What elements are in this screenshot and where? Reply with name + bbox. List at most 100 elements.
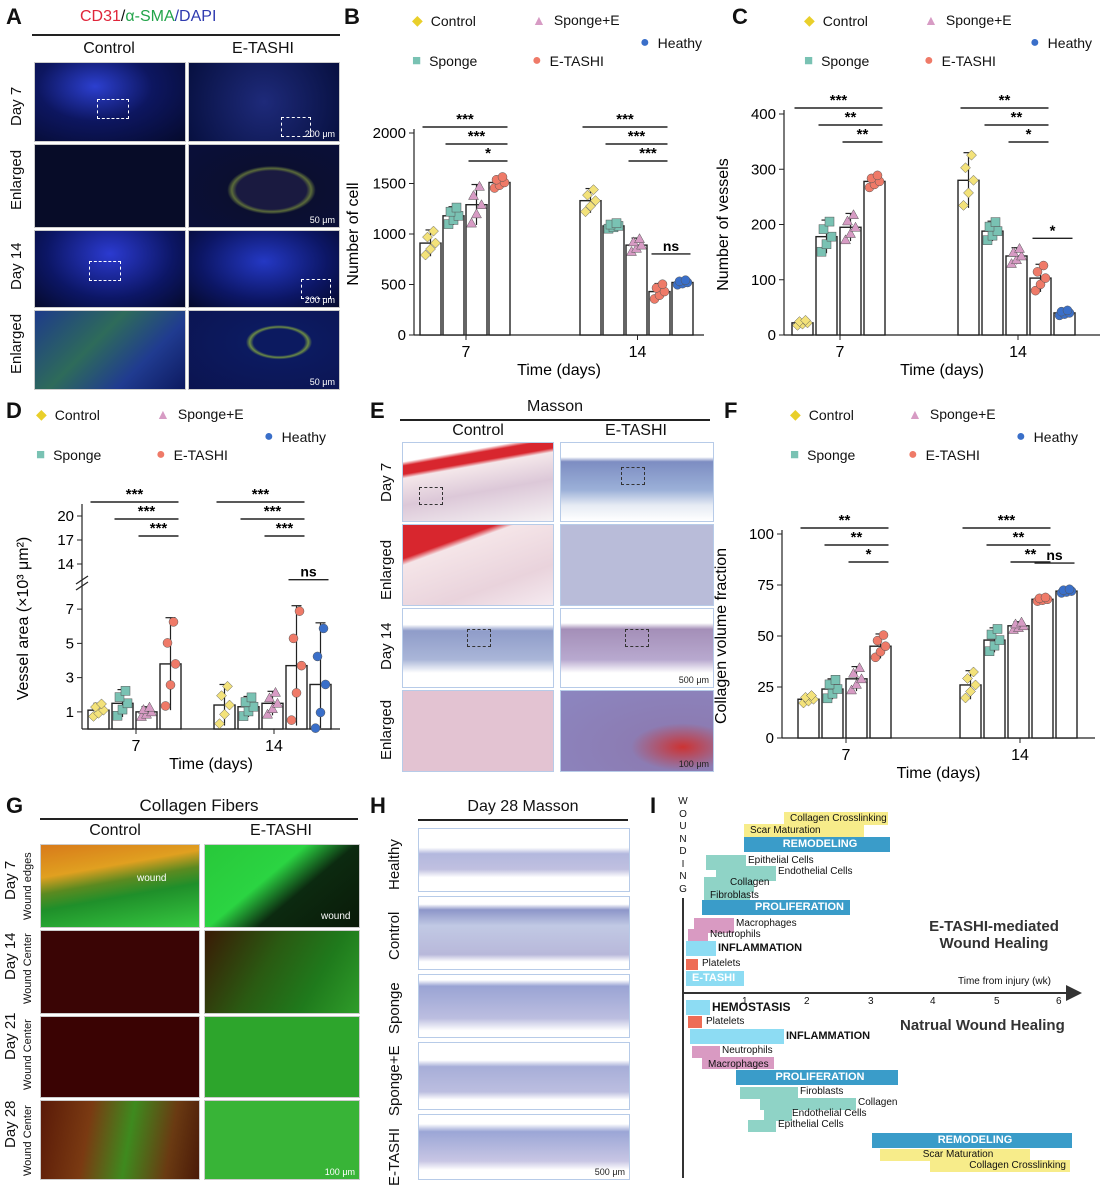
legend-b-sponge: ■ Sponge [412, 52, 477, 69]
panel-g-img-control-day14 [40, 930, 200, 1014]
chart-b-x-label: Time (days) [517, 362, 601, 379]
roi-box [467, 629, 491, 647]
chart-c-sig-label: ** [857, 126, 869, 143]
label-inflammation-top: INFLAMMATION [718, 942, 803, 954]
chart-f-point [832, 684, 843, 694]
panel-g-row-day28: Day 28 [2, 1100, 19, 1148]
legend-text: Control [430, 12, 476, 29]
letter: I [681, 858, 685, 870]
chart-b-point [451, 202, 462, 213]
chart-d-point [318, 623, 329, 634]
panel-e-col-control: Control [452, 422, 504, 439]
legend-text: Sponge [821, 52, 870, 69]
chart-b-point [680, 275, 691, 285]
diamond-marker-icon: ◆ [804, 12, 815, 28]
chart-f-category-label: 7 [842, 747, 851, 764]
chart-f-point [960, 692, 971, 704]
letter: W [678, 796, 688, 807]
chart-c-point [1040, 273, 1051, 283]
legend-d-sponge: ■ Sponge [36, 446, 101, 463]
chart-f-ytick-label: 50 [757, 628, 774, 645]
chart-f-point [856, 673, 867, 684]
chart-c-point [1062, 305, 1073, 316]
panel-letter-e: E [370, 398, 385, 423]
legend-text: Control [822, 12, 868, 29]
triangle-marker-icon: ▲ [908, 406, 922, 422]
panel-g-sub-day28: Wound Center [22, 1105, 34, 1176]
etashi-title-line2: Wound Healing [939, 935, 1049, 952]
chart-c-sig-label: ** [999, 92, 1011, 109]
circle-marker-icon: ● [908, 446, 918, 463]
chart-f-point [1064, 584, 1075, 595]
legend-text: Heathy [1033, 429, 1079, 445]
panel-e-row-enlarged2: Enlarged [378, 699, 395, 760]
chart-b-sig-label: *** [456, 111, 474, 128]
diamond-marker-icon: ◆ [36, 406, 47, 422]
panel-letter-b: B [344, 4, 360, 29]
dapi-label: /DAPI [174, 8, 217, 25]
chart-b-point [420, 249, 431, 261]
chart-f-point [1016, 616, 1027, 627]
chart-c-point [1016, 250, 1027, 261]
wound-label: wound [321, 911, 351, 922]
scalebar-50: 50 μm [309, 215, 335, 225]
timeline-vertical-axis [682, 898, 684, 1178]
panel-h-img-etashi: 500 μm [418, 1114, 630, 1180]
panel-g-title: Collagen Fibers [139, 796, 259, 815]
panel-h-img-control [418, 896, 630, 970]
chart-c-ytick-label: 100 [751, 272, 776, 289]
chart-c-point [966, 149, 977, 161]
legend-f-sponge-e: ▲ Sponge+E [908, 406, 996, 422]
panel-e-row-day14: Day 14 [378, 622, 395, 670]
chart-f-point [846, 684, 857, 695]
label-platelets-top: Platelets [702, 958, 741, 969]
chart-d-point [216, 690, 227, 702]
chart-f-x-label: Time (days) [897, 765, 981, 782]
square-marker-icon: ■ [36, 446, 46, 463]
timeline-axis-label: Time from injury (wk) [958, 976, 1051, 987]
chart-c-point [872, 170, 883, 181]
chart-f-point [854, 662, 865, 672]
chart-d-point [117, 704, 128, 715]
panel-a-img-etashi-enlarged1: 50 μm [188, 144, 340, 228]
legend-c-sponge: ■ Sponge [804, 52, 869, 69]
chart-c-point [1030, 285, 1041, 296]
chart-f-bar [1031, 598, 1054, 739]
panel-e-row-enlarged1: Enlarged [378, 539, 395, 600]
chart-d-axis-break [75, 575, 89, 585]
chart-c-ytick-label: 200 [751, 217, 776, 234]
chart-d-point [291, 688, 302, 698]
panel-g-img-etashi-day28: 100 μm [204, 1100, 360, 1180]
panel-letter-f: F [724, 398, 738, 423]
label-epithelial-bottom: Epithelial Cells [778, 1119, 844, 1130]
chart-b-point [611, 218, 622, 228]
chart-b-point [471, 208, 482, 219]
chart-d-point [296, 660, 307, 671]
legend-text: Sponge [53, 446, 102, 463]
panel-letter-c: C [732, 4, 748, 29]
chart-c-point [818, 224, 829, 234]
chart-b-ytick-label: 1000 [373, 226, 406, 243]
panel-g-sub-day21: Wound Center [22, 1019, 34, 1090]
chart-c-ytick-label: 400 [751, 106, 776, 123]
chart-b-point [582, 189, 593, 201]
etashi-title-line1: E-TASHI-mediated [929, 918, 1059, 935]
legend-text: E-TASHI [941, 53, 996, 69]
scalebar-500: 500 μm [678, 675, 709, 685]
bar-platelets-bottom [688, 1016, 702, 1028]
circle-marker-icon: ● [156, 446, 166, 463]
letter: O [679, 808, 687, 820]
legend-b-healthy: ● Heathy [640, 34, 702, 52]
legend-d-healthy: ● Heathy [264, 428, 326, 446]
chart-b-point [497, 172, 508, 182]
chart-d-sig-label: *** [264, 503, 282, 520]
chart-c-sig-label: * [1026, 126, 1032, 143]
circle-marker-icon: ● [1016, 428, 1026, 445]
panel-g-row-day7: Day 7 [2, 860, 19, 900]
asma-label: α-SMA [125, 8, 175, 25]
chart-c-sig-label: ** [845, 109, 857, 126]
tick-4: 4 [930, 996, 936, 1007]
chart-d-point [120, 686, 131, 696]
chart-f-bar [1055, 590, 1078, 739]
chart-c-bar [1005, 255, 1028, 336]
